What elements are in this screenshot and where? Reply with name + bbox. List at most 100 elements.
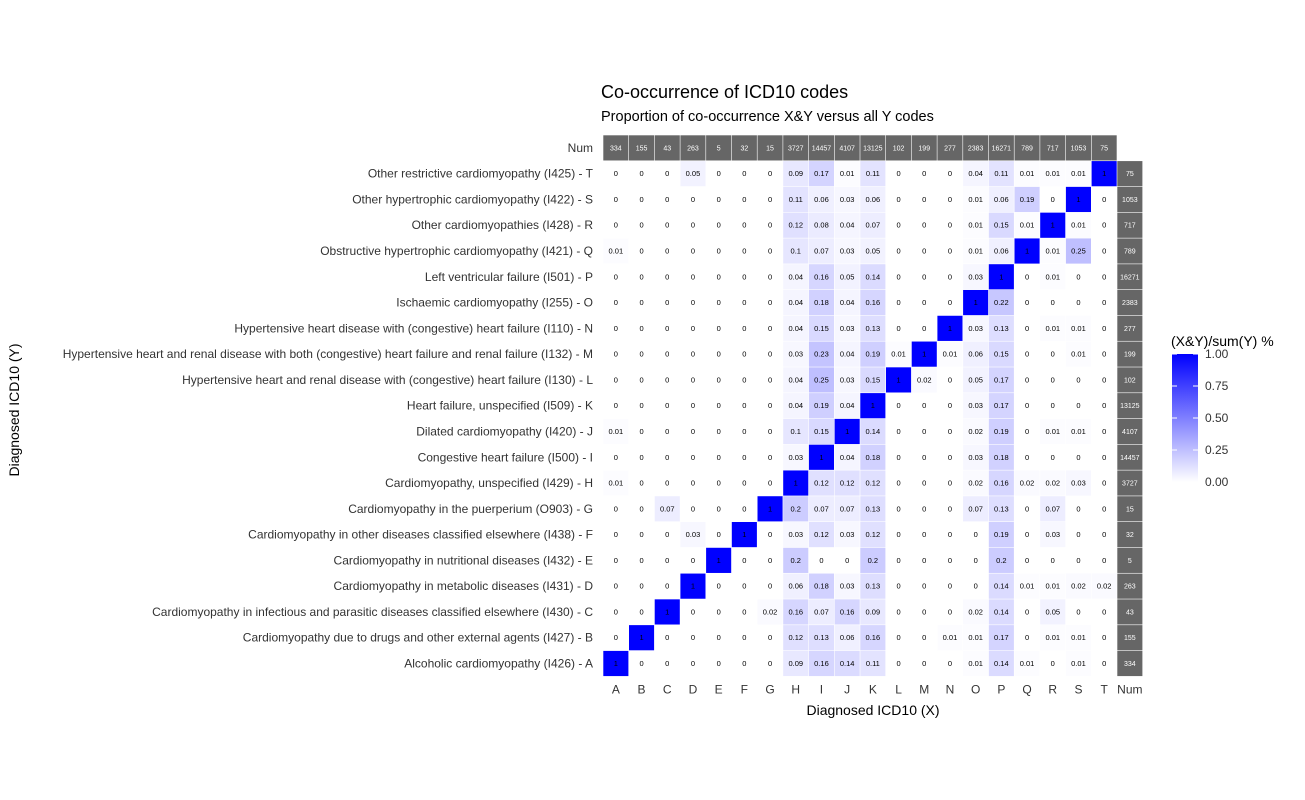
heatmap-cell (680, 418, 706, 445)
heatmap-cell (603, 264, 629, 290)
num-header-cell (937, 135, 963, 161)
heatmap-cell (1091, 418, 1117, 445)
cell-value-label: 0.18 (994, 453, 1009, 462)
num-column-cell (1117, 522, 1143, 548)
num-header-value: 13125 (863, 145, 883, 152)
heatmap-cell (808, 186, 834, 213)
cell-value-label: 0 (717, 195, 721, 204)
heatmap-cell (808, 264, 834, 290)
heatmap-cell (629, 264, 655, 290)
heatmap-cell (886, 212, 912, 238)
heatmap-cell (808, 496, 834, 522)
row-label: Hypertensive heart and renal disease wit… (63, 347, 593, 361)
cell-value-label: 0 (742, 607, 746, 616)
cell-value-label: 0 (1102, 298, 1106, 307)
num-header-cell (629, 135, 655, 161)
cell-value-label: 0 (768, 247, 772, 256)
cell-value-label: 0 (1025, 607, 1029, 616)
heatmap-cell (757, 289, 783, 316)
row-label: Alcoholic cardiomyopathy (I426) - A (404, 656, 593, 670)
cell-value-label: 0.06 (814, 195, 829, 204)
cell-value-label: 0.13 (866, 504, 881, 513)
x-tick-label: P (997, 682, 1005, 696)
cell-value-label: 0 (896, 247, 900, 256)
chart-subtitle: Proportion of co-occurrence X&Y versus a… (601, 109, 934, 125)
cell-value-label: 0 (614, 556, 618, 565)
heatmap-cell (1091, 650, 1117, 677)
cell-value-label: 0 (1102, 607, 1106, 616)
heatmap-cell (963, 470, 989, 496)
heatmap-cell (757, 238, 783, 264)
num-header-cell (654, 135, 680, 161)
cell-value-label: 0 (742, 453, 746, 462)
cell-value-label: 0 (665, 530, 669, 539)
heatmap-cell (654, 161, 680, 187)
heatmap-cell (911, 470, 937, 496)
cell-value-label: 0 (1025, 530, 1029, 539)
cell-value-label: 0 (922, 633, 926, 642)
num-header-value: 14457 (812, 145, 832, 152)
heatmap-cell (988, 625, 1014, 651)
cell-value-label: 0 (691, 298, 695, 307)
heatmap-cell (963, 315, 989, 341)
heatmap-cell (1040, 161, 1066, 187)
cell-value-label: 0.18 (866, 453, 881, 462)
cell-value-label: 0 (922, 221, 926, 230)
cell-value-label: 0 (614, 504, 618, 513)
heatmap-cell (963, 444, 989, 470)
cell-value-label: 0 (742, 375, 746, 384)
cell-value-label: 0 (896, 504, 900, 513)
num-header-value: 277 (944, 145, 956, 152)
heatmap-cell (706, 341, 732, 367)
num-column-cell (1117, 264, 1143, 290)
cell-value-label: 0 (717, 324, 721, 333)
cell-value-label: 0 (1076, 453, 1080, 462)
cell-value-label: 0 (665, 221, 669, 230)
cell-value-label: 0 (639, 401, 643, 410)
cell-value-label: 0 (1025, 350, 1029, 359)
row-label: Cardiomyopathy due to drugs and other ex… (243, 631, 593, 645)
num-header-value: 334 (610, 145, 622, 152)
heatmap-cell (706, 367, 732, 393)
heatmap-cell (1014, 367, 1040, 393)
num-header-cell (834, 135, 860, 161)
cell-value-label: 0.19 (994, 530, 1009, 539)
cell-value-label: 0.14 (866, 427, 881, 436)
heatmap-cell (988, 418, 1014, 445)
cell-value-label: 0.03 (840, 324, 855, 333)
heatmap-cell (757, 470, 783, 496)
heatmap-cell (834, 418, 860, 445)
cell-value-label: 0 (614, 324, 618, 333)
heatmap-cell (963, 573, 989, 599)
heatmap-cell (886, 496, 912, 522)
cell-value-label: 0 (639, 659, 643, 668)
heatmap-cell (1091, 496, 1117, 522)
cell-value-label: 0 (948, 298, 952, 307)
row-label: Cardiomyopathy in metabolic diseases (I4… (334, 579, 594, 593)
cell-value-label: 0 (896, 272, 900, 281)
heatmap-cell (603, 496, 629, 522)
x-tick-label: L (895, 682, 902, 696)
heatmap-cell (706, 238, 732, 264)
heatmap-cell (783, 444, 809, 470)
heatmap-cell (1091, 547, 1117, 573)
cell-value-label: 0.01 (968, 247, 983, 256)
cell-value-label: 0.17 (994, 401, 1009, 410)
cell-value-label: 0 (1076, 607, 1080, 616)
cell-value-label: 0.12 (814, 479, 829, 488)
heatmap-cell (937, 418, 963, 445)
heatmap-cell (629, 599, 655, 625)
heatmap-cell (629, 496, 655, 522)
heatmap-cell (834, 264, 860, 290)
heatmap-cell (963, 289, 989, 316)
row-label: Dilated cardiomyopathy (I420) - J (416, 424, 593, 438)
heatmap-cell (1014, 186, 1040, 213)
heatmap-cell (1040, 186, 1066, 213)
cell-value-label: 0 (948, 247, 952, 256)
cell-value-label: 0 (665, 375, 669, 384)
num-column-cell (1117, 238, 1143, 264)
heatmap-cell (731, 393, 757, 419)
num-header-cell (911, 135, 937, 161)
x-tick-label: T (1100, 682, 1108, 696)
row-label: Other restrictive cardiomyopathy (I425) … (368, 167, 594, 181)
